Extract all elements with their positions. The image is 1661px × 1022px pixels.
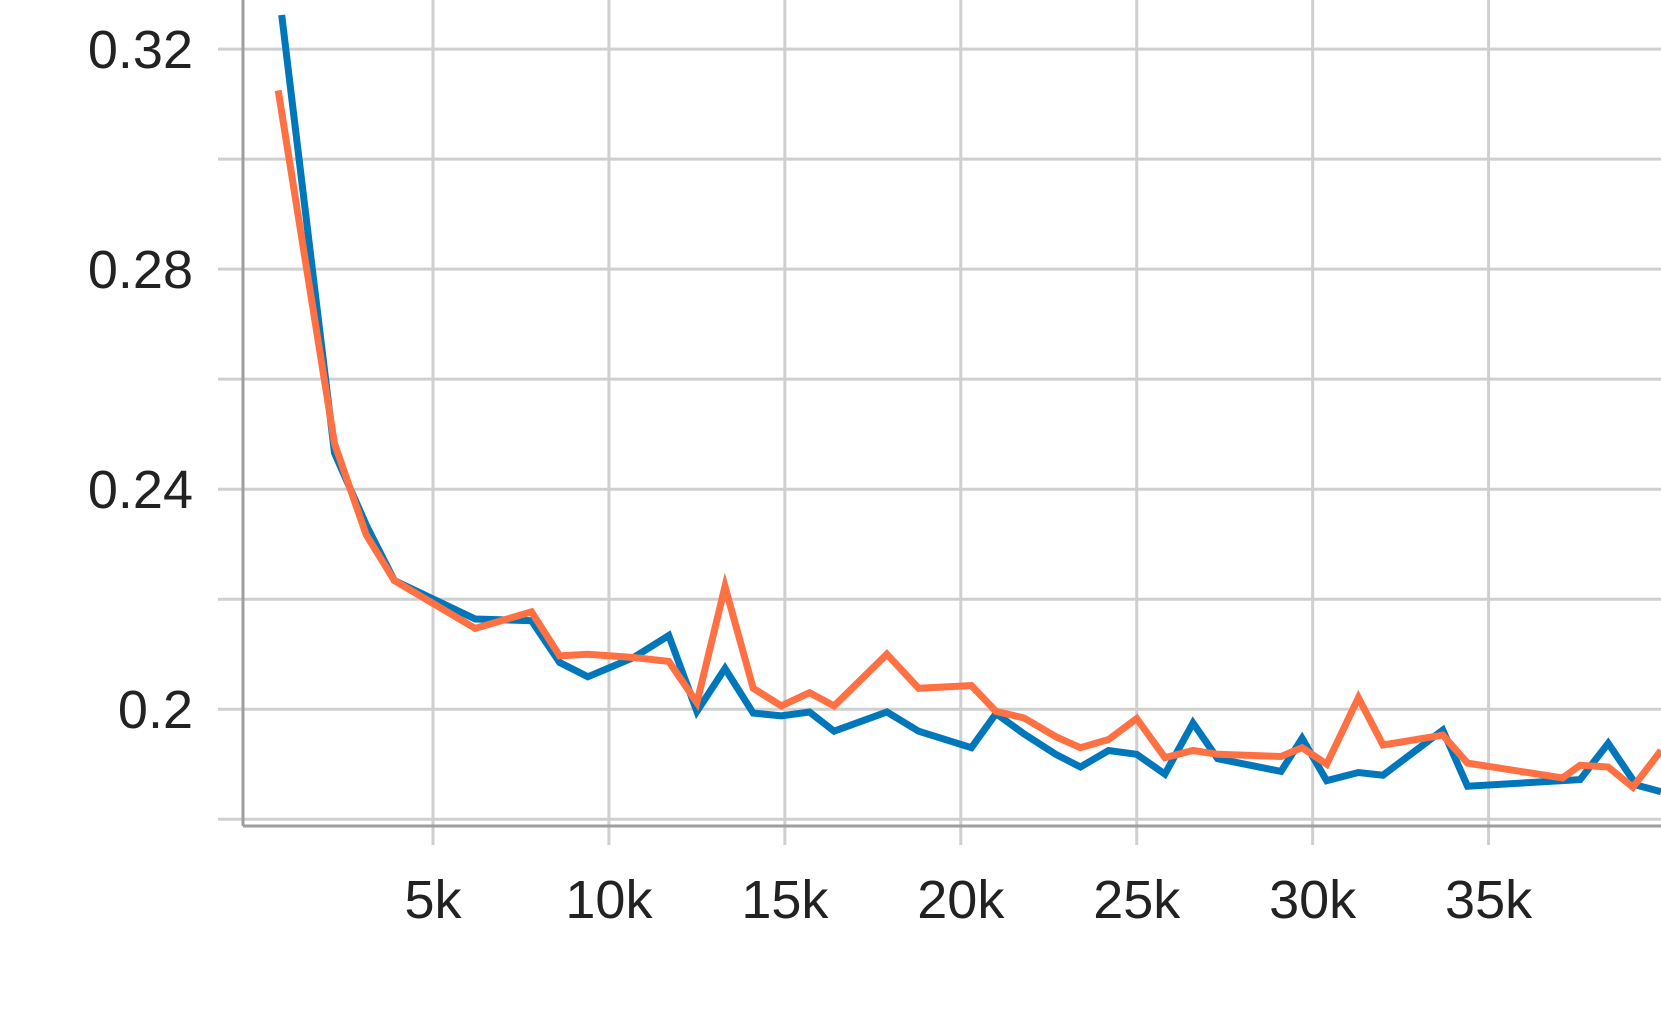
x-tick-label: 15k	[741, 870, 829, 930]
x-tick-label: 20k	[917, 870, 1005, 930]
series-line-1	[278, 14, 1661, 796]
x-tick-labels: 5k 10k 15k 20k 25k 30k 35k	[404, 870, 1533, 930]
series-layer	[274, 14, 1661, 796]
axes	[241, 0, 1661, 828]
y-tick-label: 0.2	[118, 680, 193, 740]
y-tick-labels: 0.32 0.28 0.24 0.2	[88, 20, 193, 740]
y-tick-label: 0.32	[88, 20, 193, 80]
x-tick-label: 5k	[404, 870, 462, 930]
x-tick-label: 35k	[1445, 870, 1533, 930]
series-points-1	[281, 14, 1661, 792]
x-gridlines	[431, 0, 1491, 845]
y-gridlines	[218, 47, 1661, 821]
x-tick-label: 10k	[565, 870, 653, 930]
x-tick-label: 30k	[1269, 870, 1357, 930]
series-line-2	[274, 89, 1661, 793]
x-tick-label: 25k	[1093, 870, 1181, 930]
y-tick-label: 0.28	[88, 240, 193, 300]
y-tick-label: 0.24	[88, 460, 193, 520]
